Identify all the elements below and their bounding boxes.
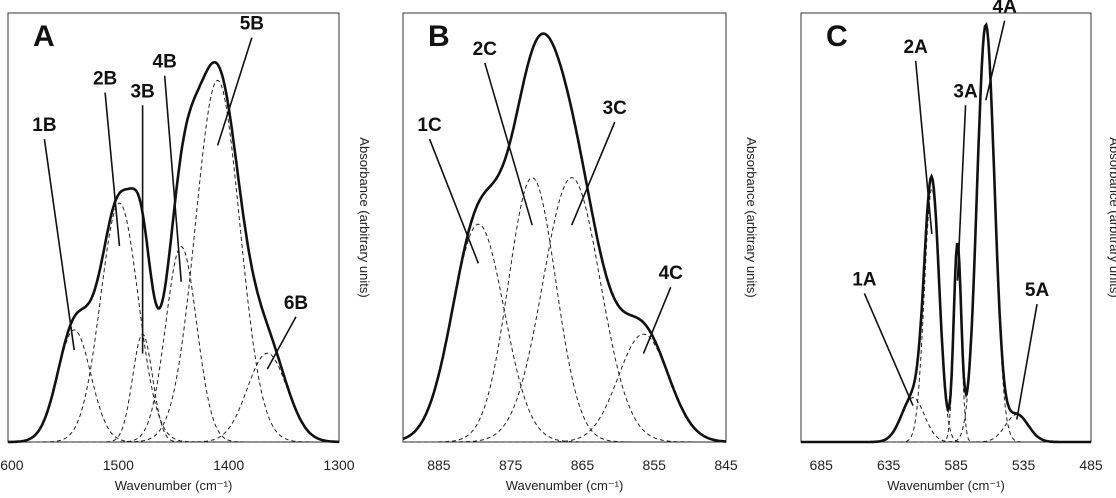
component-curve-2c: [403, 177, 726, 443]
leader-line-5b: [216, 37, 253, 146]
x-axis-label: Wavenumber (cm⁻¹): [506, 478, 624, 493]
x-tick-label: 845: [714, 457, 738, 473]
leader-line-2c: [484, 62, 533, 226]
x-axis-label: Wavenumber (cm⁻¹): [887, 478, 1005, 493]
panel-letter: B: [428, 20, 450, 53]
x-axis-label: Wavenumber (cm⁻¹): [115, 478, 233, 493]
x-tick-label: 855: [643, 457, 667, 473]
leader-line-1a: [863, 293, 914, 406]
leader-line-6b: [266, 316, 297, 370]
component-curve-5a: [801, 414, 1091, 443]
panel-c: 685 635 585 535 485 Wavenumber (cm⁻¹) Absorban…: [800, 0, 1116, 493]
x-tick-label: 535: [1012, 457, 1036, 473]
component-label-6b: 6B: [284, 293, 308, 314]
component-label-2b: 2B: [93, 69, 117, 90]
x-tick-label: 685: [810, 457, 834, 473]
y-axis-label: Absorbance (arbitrary units): [357, 137, 372, 297]
leader-line-3a: [956, 105, 967, 281]
panel-letter: A: [33, 20, 55, 53]
component-label-4b: 4B: [153, 52, 177, 73]
x-tick-label: 1500: [103, 457, 134, 473]
panel-b: 885 875 865 855 845 Wavenumber (cm⁻¹) Absorban…: [402, 12, 759, 493]
component-curve-5b: [8, 79, 339, 443]
fit-curve: [801, 22, 1091, 444]
plot-frame: [800, 12, 1092, 443]
component-label-3a: 3A: [953, 81, 978, 102]
component-curve-4b: [8, 246, 339, 443]
fit-curve: [7, 60, 340, 444]
component-label-1b: 1B: [32, 115, 56, 136]
x-tick-label: 885: [427, 457, 451, 473]
leader-line-2b: [104, 92, 121, 247]
component-curve-1b: [7, 329, 339, 443]
component-curve-4a: [801, 24, 1091, 443]
x-tick-label: 635: [877, 457, 901, 473]
x-tick-label: 485: [1079, 457, 1103, 473]
component-label-3c: 3C: [603, 98, 628, 119]
component-label-2a: 2A: [904, 37, 929, 58]
component-curve-1c: [402, 223, 726, 443]
x-tick-label: 1300: [323, 457, 354, 473]
leader-line-2a: [914, 60, 933, 234]
component-label-1a: 1A: [852, 269, 877, 290]
x-tick-label: 1400: [213, 457, 244, 473]
leader-line-4b: [163, 75, 183, 282]
x-tick-label: 875: [499, 457, 523, 473]
component-label-2c: 2C: [473, 39, 498, 60]
component-curve-6b: [8, 352, 340, 443]
component-curve-4c: [403, 333, 727, 443]
leader-line-1c: [428, 138, 480, 264]
x-tick-label: 585: [944, 457, 968, 473]
component-label-1c: 1C: [417, 115, 442, 136]
panel-a: 1600 1500 1400 1300 Wavenumber (cm⁻¹) Absorba…: [0, 12, 372, 493]
leader-line-3c: [570, 121, 616, 226]
leader-line-4c: [642, 286, 672, 354]
component-label-4c: 4C: [659, 263, 684, 284]
x-tick-label: 1600: [0, 457, 24, 473]
component-curve-2b: [8, 202, 339, 443]
component-curve-3a: [801, 245, 1091, 443]
leader-line-5a: [1016, 303, 1038, 420]
panel-letter: C: [826, 20, 848, 53]
leader-line-1b: [43, 138, 75, 351]
component-label-5b: 5B: [240, 14, 264, 35]
fit-curve: [402, 32, 727, 443]
leader-line-4a: [985, 20, 1006, 101]
component-label-5a: 5A: [1025, 280, 1050, 301]
component-label-4a: 4A: [993, 0, 1018, 18]
x-tick-label: 865: [571, 457, 595, 473]
plot-frame: [402, 12, 727, 443]
y-axis-label: Absorbance (arbitrary units): [744, 137, 759, 297]
y-axis-label: Absorbance (arbitrary units): [1107, 137, 1116, 297]
component-label-3b: 3B: [130, 81, 154, 102]
